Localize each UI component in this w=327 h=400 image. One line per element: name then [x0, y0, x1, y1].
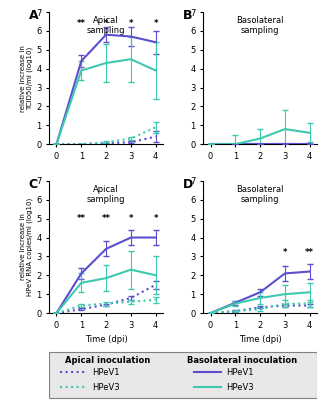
FancyBboxPatch shape — [49, 352, 317, 398]
Text: **: ** — [102, 214, 111, 223]
Y-axis label: relative increase in
TCID50/ml (log10): relative increase in TCID50/ml (log10) — [20, 45, 33, 112]
Text: HPeV1: HPeV1 — [92, 368, 119, 377]
Text: *: * — [283, 248, 287, 257]
Text: *: * — [104, 19, 108, 28]
Text: HPeV3: HPeV3 — [92, 383, 120, 392]
Text: Basolateral
sampling: Basolateral sampling — [236, 185, 284, 204]
Y-axis label: relative increase in
HPeV RNA copies/ml (log10): relative increase in HPeV RNA copies/ml … — [20, 198, 33, 296]
Text: **: ** — [305, 248, 314, 257]
X-axis label: Time (dpi): Time (dpi) — [239, 335, 282, 344]
Text: Basolateral
sampling: Basolateral sampling — [236, 16, 284, 35]
Text: B: B — [182, 9, 192, 22]
Text: HPeV1: HPeV1 — [226, 368, 253, 377]
Text: Apical
sampling: Apical sampling — [87, 185, 125, 204]
Text: Basolateral inoculation: Basolateral inoculation — [187, 356, 297, 365]
Text: *: * — [153, 214, 158, 223]
Text: *: * — [129, 214, 133, 223]
Text: D: D — [182, 178, 193, 191]
Text: C: C — [28, 178, 38, 191]
Text: *: * — [153, 19, 158, 28]
Text: *: * — [129, 19, 133, 28]
X-axis label: Time (dpi): Time (dpi) — [85, 335, 128, 344]
Text: A: A — [28, 9, 38, 22]
Text: Apical inoculation: Apical inoculation — [65, 356, 151, 365]
Text: Apical
sampling: Apical sampling — [87, 16, 125, 35]
Text: **: ** — [77, 214, 86, 223]
Text: HPeV3: HPeV3 — [226, 383, 254, 392]
Text: **: ** — [77, 19, 86, 28]
